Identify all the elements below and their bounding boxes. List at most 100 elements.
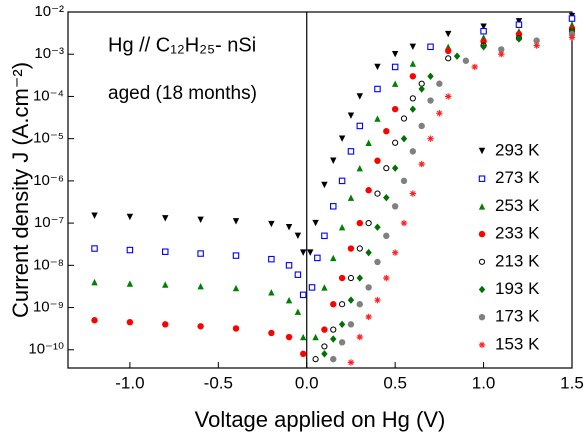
marker xyxy=(356,245,363,252)
marker xyxy=(365,248,372,257)
marker xyxy=(338,274,346,282)
marker xyxy=(285,262,293,269)
marker xyxy=(427,72,434,80)
marker xyxy=(347,148,355,155)
x-tick-label: 1.5 xyxy=(560,373,584,392)
marker xyxy=(383,193,390,202)
legend-bg xyxy=(470,332,570,357)
annotation: Hg // C₁₂H₂₅- nSi xyxy=(108,34,256,56)
marker xyxy=(374,85,381,93)
marker xyxy=(356,93,363,100)
marker xyxy=(374,223,381,231)
marker xyxy=(391,105,399,113)
marker xyxy=(330,301,337,308)
marker xyxy=(471,63,478,71)
legend-label: 213 K xyxy=(495,251,540,270)
marker xyxy=(374,157,381,164)
y-tick-label: 10⁻⁸ xyxy=(33,256,64,273)
plot-frame xyxy=(67,11,573,369)
marker xyxy=(409,95,416,102)
marker xyxy=(321,326,328,333)
marker xyxy=(400,219,408,227)
marker xyxy=(445,47,452,55)
marker xyxy=(409,73,417,80)
marker xyxy=(330,335,337,343)
marker xyxy=(162,281,169,288)
marker xyxy=(330,157,337,164)
marker xyxy=(478,230,486,238)
marker xyxy=(568,34,576,41)
y-tick-label: 10⁻⁴ xyxy=(33,87,64,104)
marker xyxy=(321,232,328,240)
marker xyxy=(392,139,399,146)
marker xyxy=(312,356,319,363)
legend-label: 173 K xyxy=(495,307,540,326)
y-tick-label: 10⁻³ xyxy=(34,45,64,62)
marker xyxy=(498,46,505,53)
legend-label: 153 K xyxy=(495,334,540,353)
marker xyxy=(338,223,346,231)
marker xyxy=(374,296,381,304)
marker xyxy=(347,359,355,366)
marker xyxy=(126,280,134,287)
marker xyxy=(445,93,452,100)
marker xyxy=(356,122,364,130)
marker xyxy=(356,333,363,341)
marker xyxy=(232,218,240,225)
marker xyxy=(294,308,302,315)
marker xyxy=(515,21,523,28)
legend-label: 293 K xyxy=(495,140,540,159)
marker xyxy=(391,164,399,172)
y-axis-label: Current density J (A.cm⁻²) xyxy=(8,62,33,318)
marker xyxy=(91,212,98,219)
marker xyxy=(330,254,337,262)
marker xyxy=(162,215,169,222)
legend-bg xyxy=(470,277,570,302)
marker xyxy=(409,105,417,113)
marker xyxy=(126,318,134,326)
legend-label: 273 K xyxy=(495,168,540,187)
marker xyxy=(453,52,461,60)
legend-label: 233 K xyxy=(495,224,540,243)
marker xyxy=(347,245,355,252)
x-tick-label: 1.0 xyxy=(472,373,496,392)
marker xyxy=(356,274,363,282)
marker xyxy=(232,284,240,292)
marker xyxy=(391,203,399,210)
marker xyxy=(294,232,302,240)
marker xyxy=(409,43,417,50)
marker xyxy=(383,274,390,282)
marker xyxy=(374,190,381,197)
marker xyxy=(126,213,134,221)
marker xyxy=(533,42,540,49)
marker xyxy=(427,135,434,142)
marker xyxy=(409,190,417,197)
marker xyxy=(91,317,98,324)
marker xyxy=(285,223,293,231)
marker xyxy=(478,314,486,321)
marker xyxy=(307,249,314,256)
marker xyxy=(338,135,346,142)
marker xyxy=(268,220,275,228)
y-tick-label: 10⁻² xyxy=(34,3,64,20)
marker xyxy=(126,246,134,254)
marker xyxy=(515,18,523,25)
marker xyxy=(391,249,399,256)
marker xyxy=(498,51,505,58)
marker xyxy=(365,187,372,194)
marker xyxy=(568,15,576,22)
marker xyxy=(347,112,355,119)
marker xyxy=(383,128,390,135)
marker xyxy=(409,148,417,155)
y-tick-label: 10⁻⁷ xyxy=(34,214,64,231)
x-tick-label: 0.0 xyxy=(295,373,319,392)
marker xyxy=(197,250,204,257)
marker xyxy=(478,258,486,265)
marker xyxy=(383,165,390,172)
marker xyxy=(391,63,399,71)
marker xyxy=(478,341,486,349)
marker xyxy=(294,271,302,278)
legend-bg xyxy=(470,249,570,274)
marker xyxy=(445,30,452,38)
marker xyxy=(515,35,523,43)
